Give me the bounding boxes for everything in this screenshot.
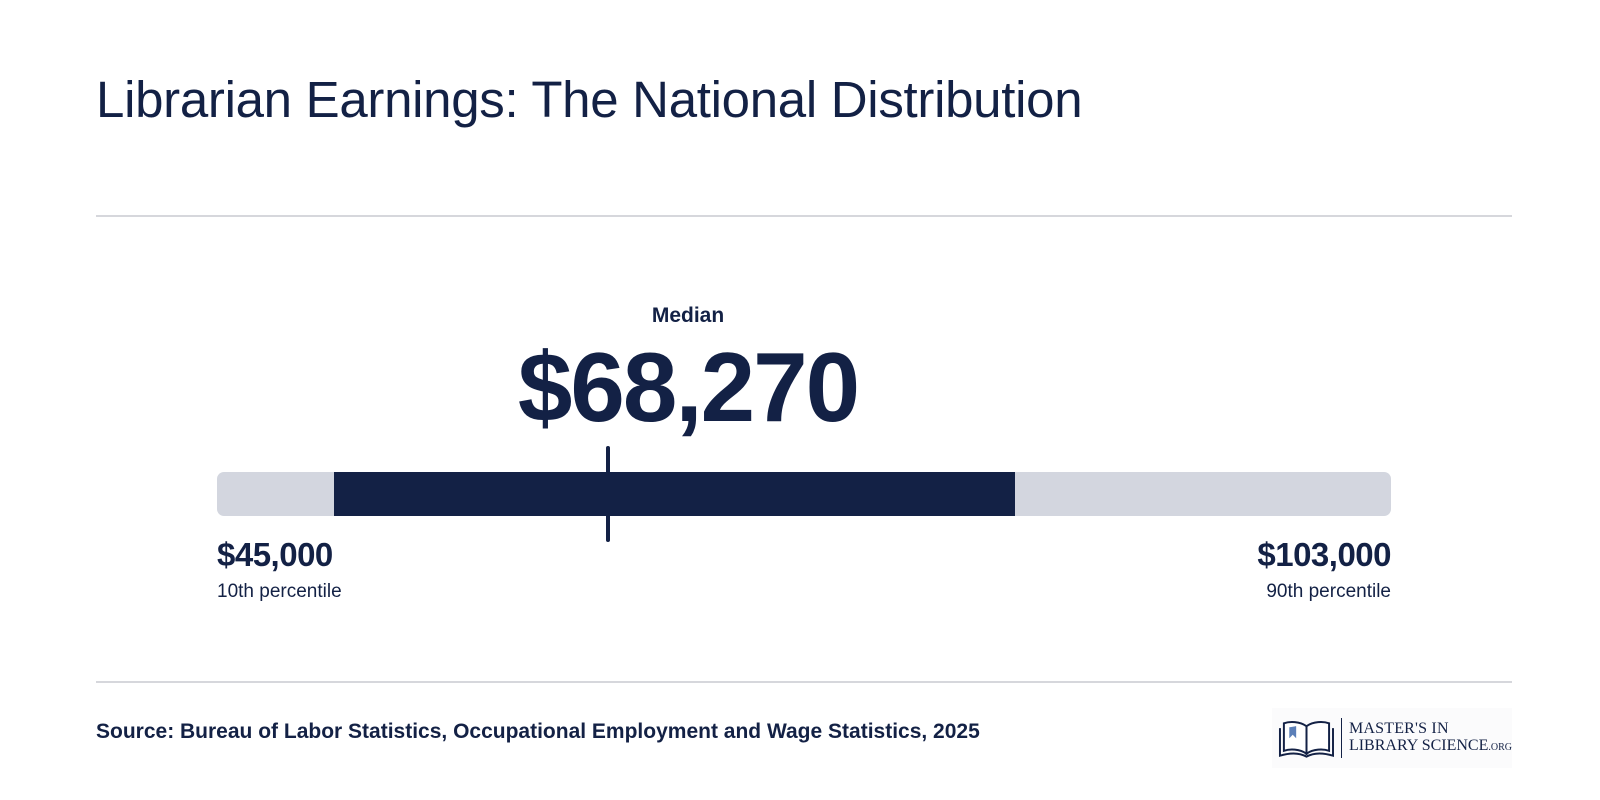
open-book-icon — [1278, 721, 1334, 758]
median-marker — [605, 446, 610, 542]
percentile-range-bar — [334, 472, 1016, 516]
high-label: 90th percentile — [1266, 581, 1391, 602]
logo-separator — [1340, 718, 1342, 758]
source-note: Source: Bureau of Labor Statistics, Occu… — [96, 720, 980, 743]
logo-line-2: LIBRARY SCIENCE.ORG — [1348, 737, 1512, 755]
low-value: $45,000 — [217, 536, 333, 573]
median-label: Median — [651, 304, 725, 327]
logo-line-2-text: LIBRARY SCIENCE — [1348, 737, 1489, 754]
logo-suffix: .ORG — [1488, 742, 1512, 753]
bottom-divider — [96, 681, 1512, 683]
low-label: 10th percentile — [217, 581, 342, 602]
site-logo: MASTER'S IN LIBRARY SCIENCE.ORG — [1272, 708, 1512, 768]
median-value: $68,270 — [517, 332, 860, 442]
logo-wordmark: MASTER'S IN LIBRARY SCIENCE.ORG — [1348, 720, 1512, 755]
high-value: $103,000 — [1257, 536, 1391, 573]
logo-line-1: MASTER'S IN — [1348, 720, 1449, 738]
chart-title: Librarian Earnings: The National Distrib… — [96, 71, 1083, 128]
top-divider — [96, 215, 1512, 217]
